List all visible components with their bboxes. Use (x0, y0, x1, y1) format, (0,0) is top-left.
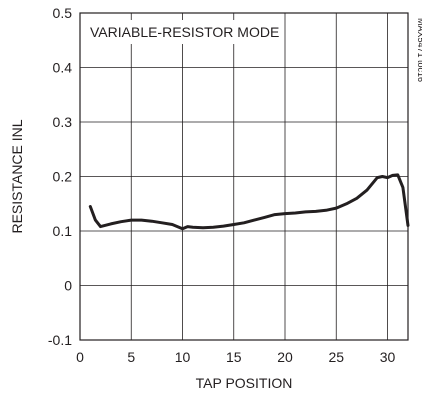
y-tick-label: -0.1 (48, 332, 72, 348)
y-tick-label: 0 (64, 278, 72, 294)
y-tick-label: 0.3 (53, 114, 73, 130)
series-group (88, 173, 410, 231)
x-tick-label: 5 (127, 349, 135, 365)
x-tick-label: 15 (226, 349, 242, 365)
y-tick-labels: -0.1 0 0.1 0.2 0.3 0.4 0.5 (48, 5, 72, 348)
x-tick-label: 10 (175, 349, 191, 365)
y-tick-label: 0.4 (53, 60, 73, 76)
annotation-box (86, 20, 282, 44)
x-tick-label: 20 (277, 349, 293, 365)
plot-frame (79, 12, 409, 341)
chart-annotation: VARIABLE-RESISTOR MODE (90, 24, 279, 40)
y-tick-label: 0.2 (53, 169, 73, 185)
y-tick-label: 0.5 (53, 5, 73, 21)
y-tick-label: 0.1 (53, 223, 73, 239)
x-tick-label: 30 (380, 349, 396, 365)
series-line (88, 173, 410, 231)
x-tick-label: 0 (76, 349, 84, 365)
x-tick-label: 25 (328, 349, 344, 365)
figure-id: MAX5471 toc16 (416, 18, 422, 82)
x-tick-labels: 0 5 10 15 20 25 30 (76, 349, 395, 365)
x-axis-title: TAP POSITION (196, 375, 293, 391)
y-axis-title: RESISTANCE INL (9, 119, 25, 233)
grid-lines (80, 13, 408, 340)
